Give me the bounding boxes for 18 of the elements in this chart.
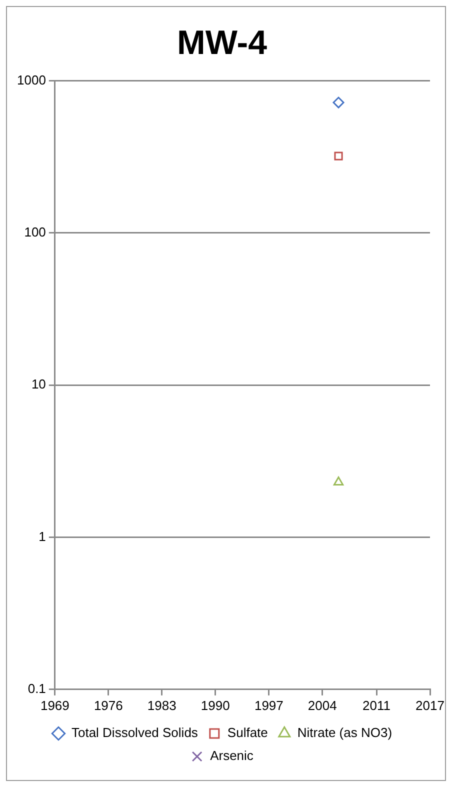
- x-tick-label: 1990: [200, 698, 230, 713]
- x-tick-label: 2004: [308, 698, 337, 713]
- x-tick-label: 1969: [40, 698, 70, 713]
- x-tick-label: 2017: [416, 698, 444, 713]
- x-tick-label: 1983: [147, 698, 176, 713]
- y-tick-label: 1: [38, 528, 46, 544]
- chart-title: MW-4: [177, 24, 268, 62]
- x-tick-label: 1976: [94, 698, 123, 713]
- x-tick-label: 1997: [254, 698, 284, 713]
- legend-label: Sulfate: [227, 725, 268, 740]
- x-tick-label: 2011: [362, 698, 390, 713]
- y-tick-label: 0.1: [28, 680, 46, 696]
- y-tick-label: 10: [31, 376, 46, 392]
- legend-label: Nitrate (as NO3): [297, 725, 392, 740]
- legend-label: Arsenic: [210, 748, 254, 764]
- y-tick-label: 100: [24, 224, 46, 240]
- legend-label: Total Dissolved Solids: [71, 725, 198, 740]
- y-tick-label: 1000: [17, 72, 46, 88]
